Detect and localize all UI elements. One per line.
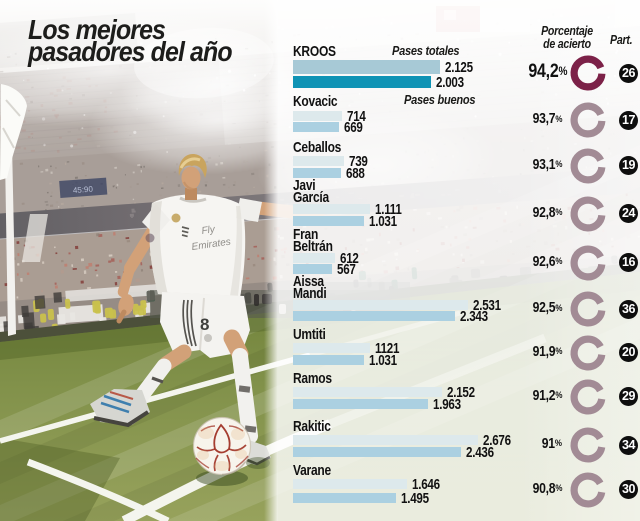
- svg-text:Fly: Fly: [201, 224, 217, 237]
- svg-text:45:90: 45:90: [73, 185, 94, 195]
- svg-text:Emirates: Emirates: [191, 237, 232, 253]
- svg-text:8: 8: [200, 315, 209, 334]
